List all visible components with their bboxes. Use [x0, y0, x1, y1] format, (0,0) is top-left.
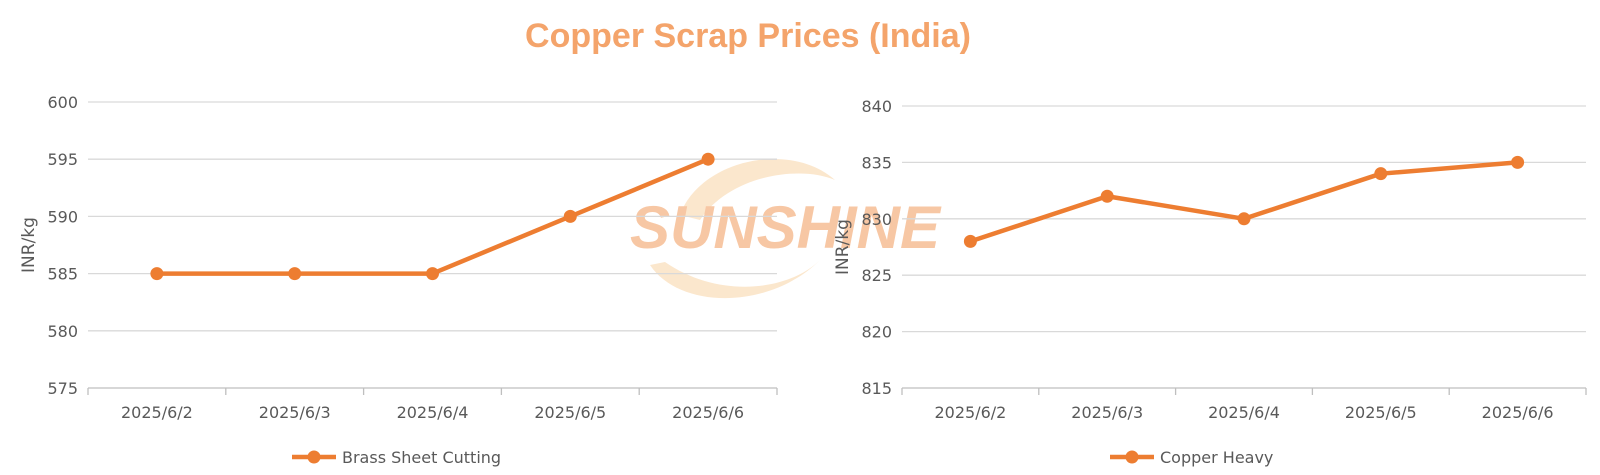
- data-point: [563, 209, 577, 223]
- x-tick-label: 2025/6/4: [1208, 403, 1280, 422]
- legend-label: Copper Heavy: [1160, 448, 1273, 467]
- chart-panel-brass-sheet-cutting: 575 580 585 590 595 600 2025/6/2 2025/6/3 2025/6…: [19, 93, 778, 467]
- data-point: [150, 267, 164, 281]
- x-tick-label: 2025/6/5: [534, 403, 606, 422]
- y-tick-label: 585: [47, 265, 78, 284]
- watermark-arc-bottom: [650, 260, 820, 299]
- x-tick-label: 2025/6/6: [672, 403, 744, 422]
- chart-title: Copper Scrap Prices (India): [525, 17, 971, 55]
- data-point: [701, 152, 715, 166]
- watermark-text: SUNSHINE: [630, 194, 942, 261]
- data-point: [426, 267, 439, 281]
- chart-panel-copper-heavy: 815 820 825 830 835 840 2025/6/2 2025/6/3 2025/6…: [833, 97, 1587, 467]
- data-point: [963, 234, 977, 248]
- y-tick-label: 825: [861, 266, 892, 285]
- x-tick-label: 2025/6/3: [259, 403, 331, 422]
- y-tick-label: 590: [47, 207, 78, 226]
- y-tick-label: 575: [47, 379, 78, 398]
- data-point: [288, 267, 302, 281]
- y-axis-label: INR/kg: [833, 219, 853, 275]
- x-tick-label: 2025/6/6: [1482, 403, 1554, 422]
- y-tick-label: 815: [861, 379, 892, 398]
- x-tick-label: 2025/6/3: [1071, 403, 1143, 422]
- x-tick-label: 2025/6/2: [121, 403, 193, 422]
- y-tick-label: 830: [861, 210, 892, 229]
- x-tick-label: 2025/6/4: [397, 403, 469, 422]
- data-point: [1237, 212, 1251, 226]
- legend-marker: [307, 450, 321, 464]
- y-tick-label: 820: [861, 323, 892, 342]
- series-line: [968, 160, 1520, 244]
- legend-label: Brass Sheet Cutting: [342, 448, 501, 467]
- y-tick-label: 835: [861, 153, 892, 172]
- data-point: [1374, 167, 1388, 181]
- y-axis-label: INR/kg: [19, 217, 39, 273]
- x-tick-label: 2025/6/2: [934, 403, 1006, 422]
- y-tick-label: 600: [47, 93, 78, 112]
- watermark: SUNSHINE: [630, 158, 942, 299]
- x-tick-label: 2025/6/5: [1345, 403, 1417, 422]
- y-tick-label: 840: [861, 97, 892, 116]
- y-tick-label: 595: [47, 150, 78, 169]
- data-point: [1511, 155, 1525, 169]
- data-point: [1100, 189, 1114, 203]
- y-tick-label: 580: [47, 322, 78, 341]
- watermark-arc-top: [680, 158, 835, 220]
- legend-marker: [1125, 450, 1139, 464]
